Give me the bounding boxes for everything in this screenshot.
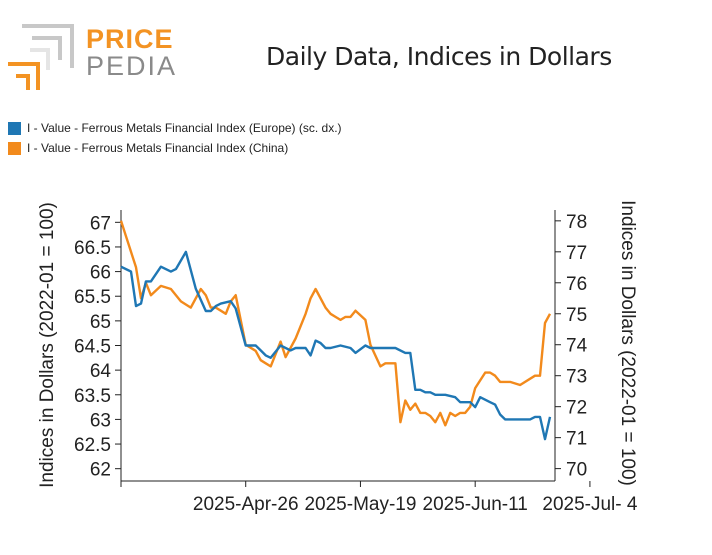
logo-text-pedia: PEDIA xyxy=(86,51,178,81)
y-axis-label-right: Indices in Dollars (2022-01 = 100) xyxy=(617,200,638,486)
y-tick-label-right: 73 xyxy=(566,367,587,388)
chart-title: Daily Data, Indices in Dollars xyxy=(266,42,612,71)
y-tick-label-right: 74 xyxy=(566,336,588,357)
y-tick-label-left: 62.5 xyxy=(74,435,111,456)
legend-label-europe: I - Value - Ferrous Metals Financial Ind… xyxy=(27,121,342,135)
legend-swatch-china xyxy=(8,141,21,155)
y-tick-label-right: 72 xyxy=(566,398,587,419)
series-line-china xyxy=(119,220,552,427)
y-tick-label-left: 62 xyxy=(90,460,111,481)
y-tick-label-right: 70 xyxy=(566,460,587,481)
series-line-europe xyxy=(120,250,552,441)
y-axis-label-left: Indices in Dollars (2022-01 = 100) xyxy=(37,202,58,488)
y-tick-label-right: 77 xyxy=(566,243,587,264)
logo-text-price: PRICE xyxy=(86,24,174,54)
legend-item-china[interactable]: I - Value - Ferrous Metals Financial Ind… xyxy=(8,138,342,158)
y-tick-label-left: 66.5 xyxy=(74,238,111,259)
legend: I - Value - Ferrous Metals Financial Ind… xyxy=(8,118,342,158)
x-tick-label: 2025-Apr-26 xyxy=(193,494,299,515)
y-tick-label-left: 63 xyxy=(90,410,111,431)
pricepedia-logo: PRICE PEDIA xyxy=(8,24,175,94)
y-tick-label-right: 71 xyxy=(566,429,587,450)
y-tick-label-left: 66 xyxy=(90,263,111,284)
y-tick-label-left: 65 xyxy=(90,312,111,333)
y-tick-label-left: 64 xyxy=(90,361,112,382)
y-tick-label-left: 65.5 xyxy=(74,287,111,308)
x-tick-label: 2025-Jun-11 xyxy=(423,494,528,515)
chart-axes: 62 62.5 63 63.5 64 64.5 65 65.5 66 66.5 67 70 71 72 73… xyxy=(74,210,638,515)
legend-label-china: I - Value - Ferrous Metals Financial Ind… xyxy=(27,141,289,155)
legend-swatch-europe xyxy=(8,121,21,135)
y-tick-label-left: 63.5 xyxy=(74,386,111,407)
legend-item-europe[interactable]: I - Value - Ferrous Metals Financial Ind… xyxy=(8,118,342,138)
y-tick-label-left: 67 xyxy=(90,213,111,234)
x-tick-label: 2025-May-19 xyxy=(304,494,416,515)
chart-lines xyxy=(119,220,552,441)
y-tick-label-right: 76 xyxy=(566,274,587,295)
x-tick-label: 2025-Jul- 4 xyxy=(542,494,637,515)
y-tick-label-right: 75 xyxy=(566,305,587,326)
logo-mark-icon xyxy=(8,24,74,90)
y-tick-label-right: 78 xyxy=(566,212,587,233)
y-tick-label-left: 64.5 xyxy=(74,337,111,358)
